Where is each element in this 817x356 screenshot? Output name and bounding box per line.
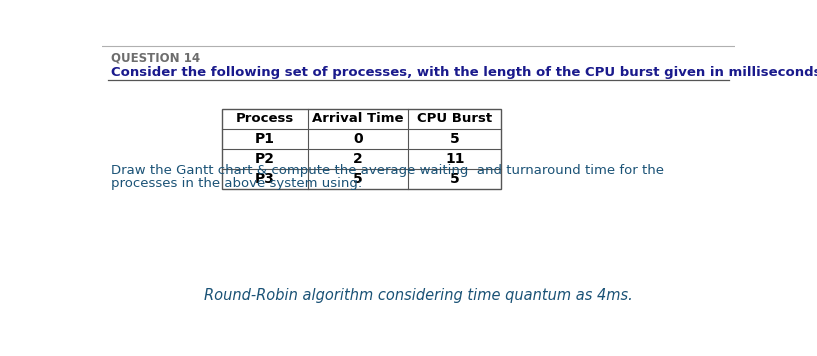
Text: 2: 2 <box>353 152 363 166</box>
Text: 5: 5 <box>450 132 460 146</box>
Text: Consider the following set of processes, with the length of the CPU burst given : Consider the following set of processes,… <box>111 66 817 79</box>
Text: Round-Robin algorithm considering time quantum as 4ms.: Round-Robin algorithm considering time q… <box>204 288 632 303</box>
Text: Arrival Time: Arrival Time <box>312 112 404 125</box>
Text: processes in the above system using:: processes in the above system using: <box>111 177 363 190</box>
Text: P1: P1 <box>255 132 275 146</box>
Bar <box>222 109 502 189</box>
Text: Process: Process <box>236 112 294 125</box>
Text: Draw the Gantt chart & compute the average waiting  and turnaround time for the: Draw the Gantt chart & compute the avera… <box>111 164 664 177</box>
Text: 5: 5 <box>353 172 363 186</box>
Text: 11: 11 <box>445 152 465 166</box>
Text: 0: 0 <box>353 132 363 146</box>
Text: P2: P2 <box>255 152 275 166</box>
Text: 5: 5 <box>450 172 460 186</box>
Text: P3: P3 <box>255 172 275 186</box>
Text: QUESTION 14: QUESTION 14 <box>111 51 200 64</box>
Text: CPU Burst: CPU Burst <box>417 112 493 125</box>
